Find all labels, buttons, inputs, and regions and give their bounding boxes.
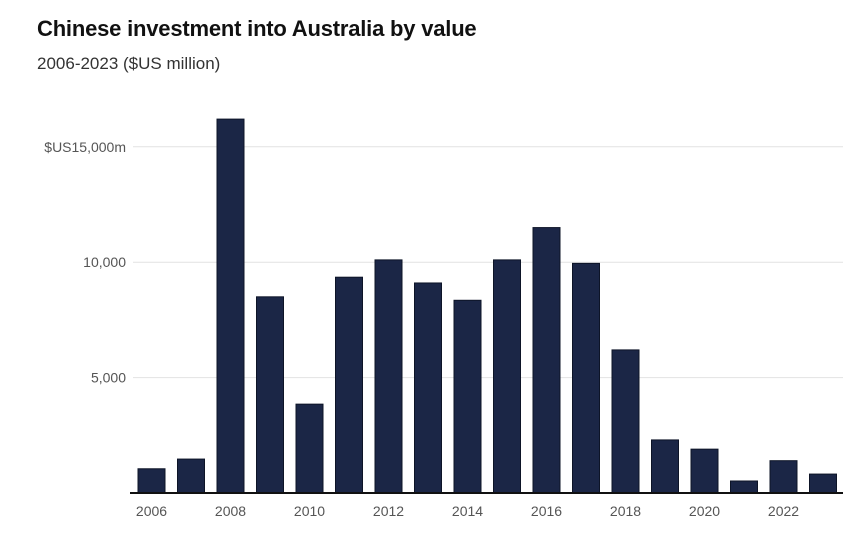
x-tick-label: 2014	[452, 503, 483, 519]
x-tick-label: 2006	[136, 503, 167, 519]
bar-2018	[611, 349, 640, 494]
bar-2021	[730, 480, 758, 494]
y-tick-label: $US15,000m	[44, 139, 126, 155]
bar-2008	[216, 118, 245, 494]
y-tick-label: 5,000	[91, 370, 126, 386]
bar-2012	[374, 259, 403, 494]
bar-2015	[493, 259, 521, 494]
bar-2009	[256, 296, 284, 494]
bar-2022	[769, 460, 798, 494]
y-tick-label: 10,000	[83, 254, 126, 270]
bar-2007	[177, 458, 205, 494]
bar-2011	[335, 276, 363, 494]
bar-2014	[453, 299, 482, 494]
x-tick-label: 2016	[531, 503, 562, 519]
bar-2023	[809, 473, 837, 494]
bar-2006	[137, 468, 166, 494]
bar-2019	[651, 439, 679, 494]
bar-2010	[295, 403, 324, 494]
x-tick-label: 2012	[373, 503, 404, 519]
bar-2020	[690, 448, 719, 494]
chart-title: Chinese investment into Australia by val…	[37, 16, 477, 41]
bar-2016	[532, 227, 561, 494]
chart-subtitle: 2006-2023 ($US million)	[37, 54, 221, 73]
x-tick-label: 2022	[768, 503, 799, 519]
x-tick-label: 2020	[689, 503, 720, 519]
x-tick-label: 2008	[215, 503, 246, 519]
x-tick-label: 2010	[294, 503, 325, 519]
x-tick-label: 2018	[610, 503, 641, 519]
bar-2013	[414, 282, 442, 494]
bar-2017	[572, 262, 600, 494]
